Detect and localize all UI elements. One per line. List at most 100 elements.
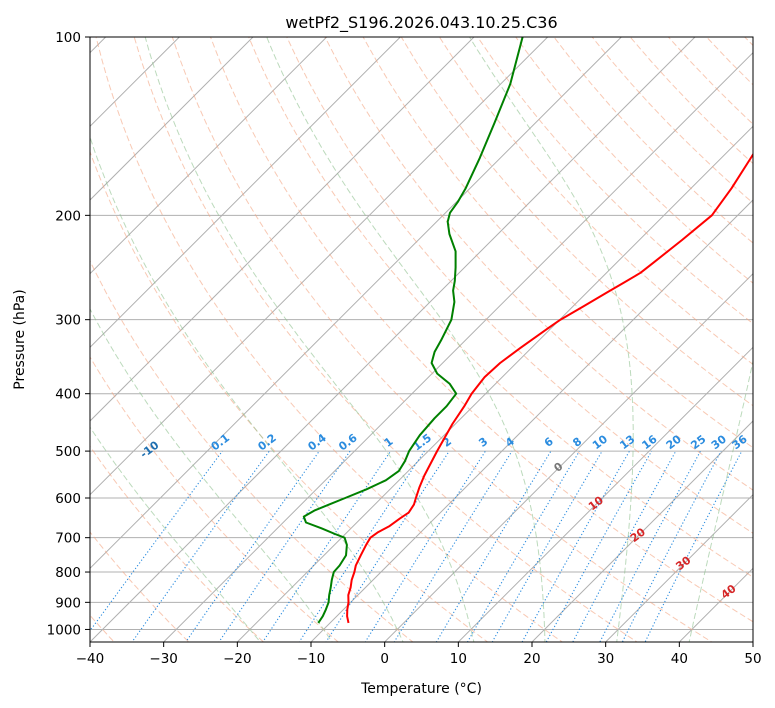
y-axis-label: Pressure (hPa) [12, 289, 28, 389]
y-tick-label: 700 [55, 531, 81, 547]
mixing-ratio-label: 25 [688, 433, 708, 453]
dry-adiabat-line [90, 356, 339, 642]
isotherm-line [90, 37, 696, 642]
mixing-ratio-label: 0.2 [255, 431, 278, 453]
mixing-ratio-label: 36 [730, 432, 750, 452]
dry-adiabat-line [400, 37, 753, 407]
dry-adiabat-line [95, 37, 564, 642]
x-tick-label: −10 [297, 651, 326, 667]
x-tick-label: −20 [223, 651, 252, 667]
dry-adiabat-line [171, 37, 713, 642]
x-tick-label: 20 [523, 651, 540, 667]
dry-adiabat-line [324, 37, 753, 491]
mixing-ratio-line [599, 450, 701, 642]
isotherm-line [678, 567, 753, 642]
mixing-ratio-line [218, 450, 351, 642]
dewpoint-profile-line [302, 37, 524, 624]
x-axis-label: Temperature (°C) [360, 681, 482, 697]
dry-adiabat-line [667, 37, 753, 125]
dry-adiabat-label: -20 [57, 408, 81, 431]
mixing-ratio-line [393, 450, 513, 642]
plot-area: 0.10.20.40.611.52346810131620253036-100-… [0, 37, 775, 654]
dry-adiabat-label: -10 [138, 438, 162, 461]
isotherm-line [310, 199, 753, 642]
x-tick-label: −30 [149, 651, 178, 667]
mixing-ratio-line [262, 450, 392, 642]
isotherms [90, 37, 753, 642]
x-axis-ticks: −40 −30 −20 −10 0 10 20 30 40 50 [76, 642, 762, 667]
dry-adiabat-line [209, 37, 753, 623]
x-tick-label: −40 [76, 651, 105, 667]
dry-adiabat-line [90, 531, 190, 642]
isotherm-line [163, 51, 753, 642]
profile-series [302, 37, 753, 624]
dry-adiabat-line [286, 37, 753, 534]
isotherm-line [236, 125, 753, 642]
isotherm-line [90, 37, 401, 349]
mixing-ratio-label: 0.6 [336, 431, 360, 453]
mixing-ratio-line [90, 450, 223, 632]
moist-adiabat-line [266, 37, 546, 642]
mixing-ratio-label: 0.4 [305, 431, 329, 453]
isotherm-line [605, 493, 753, 642]
mixing-ratio-line [572, 450, 677, 642]
y-tick-label: 1000 [47, 622, 81, 638]
moist-adiabat-line [759, 37, 775, 654]
dry-adiabat-line [362, 37, 753, 449]
dry-adiabat-line [705, 37, 753, 86]
mixing-ratio-label: 16 [639, 432, 659, 452]
moist-adiabat-line [469, 37, 634, 642]
temperature-profile-line [346, 152, 753, 624]
x-tick-label: 10 [450, 651, 467, 667]
y-tick-label: 800 [55, 565, 81, 581]
mixing-ratio-lines [90, 450, 743, 642]
mixing-ratio-line [185, 450, 320, 642]
dry-adiabat-line [477, 37, 753, 325]
y-axis-ticks: 100 200 300 400 500 600 700 800 900 1000 [47, 30, 90, 638]
dry-adiabat-line [438, 37, 753, 366]
isotherm-line [752, 641, 753, 642]
dry-adiabat-line [744, 37, 753, 47]
mixing-ratio-label: 20 [664, 432, 684, 452]
isotherm-line [90, 37, 475, 422]
mixing-ratio-line [364, 450, 486, 642]
y-tick-label: 900 [55, 595, 81, 611]
dry-adiabat-line [248, 37, 753, 578]
mixing-ratio-line [466, 450, 580, 642]
mixing-ratio-label: 10 [590, 432, 610, 452]
y-tick-label: 200 [55, 208, 81, 224]
x-tick-label: 50 [744, 651, 761, 667]
mixing-ratio-line [545, 450, 653, 642]
moist-adiabat-line [144, 37, 475, 642]
dry-adiabat-line [90, 259, 414, 642]
mixing-ratio-line [621, 450, 722, 642]
mixing-ratio-line [298, 450, 425, 642]
x-tick-label: 40 [671, 651, 688, 667]
isotherm-line [90, 37, 328, 275]
mixing-ratio-label: 0.1 [209, 431, 232, 453]
isotherm-line [384, 272, 753, 642]
chart-title: wetPf2_S196.2026.043.10.25.C36 [285, 13, 557, 33]
dry-adiabat-label: -30 [0, 374, 4, 397]
moist-adiabat-line [90, 135, 404, 642]
moist-adiabats [90, 37, 775, 654]
isotherm-line [90, 37, 622, 570]
y-tick-label: 100 [55, 30, 81, 46]
x-tick-label: 0 [380, 651, 389, 667]
dry-adiabats [90, 37, 753, 642]
mixing-ratio-line [644, 450, 743, 642]
moist-adiabat-line [90, 308, 333, 642]
y-tick-label: 400 [55, 387, 81, 403]
x-tick-label: 30 [597, 651, 614, 667]
isotherm-line [90, 37, 254, 201]
dry-adiabat-line [133, 37, 638, 642]
mixing-ratio-line [521, 450, 630, 642]
isotherm-line [90, 37, 549, 496]
mixing-ratio-label: 3 [476, 435, 490, 450]
y-tick-label: 300 [55, 313, 81, 329]
y-tick-label: 500 [55, 444, 81, 460]
dry-adiabat-line [90, 445, 265, 642]
mixing-ratio-label: 6 [542, 435, 556, 450]
y-tick-label: 600 [55, 491, 81, 507]
